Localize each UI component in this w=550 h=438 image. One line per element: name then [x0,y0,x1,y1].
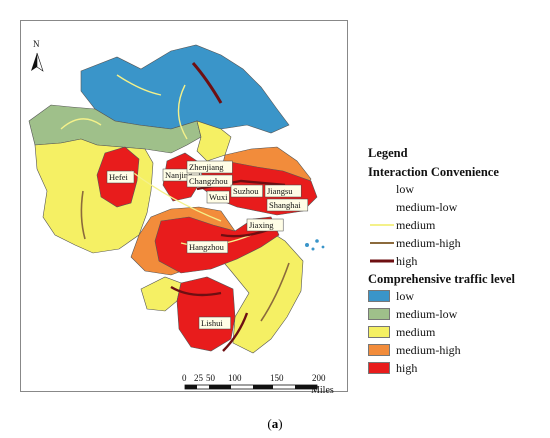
legend-color-swatch [368,290,390,302]
city-label-jiangsu: Jiangsu [264,184,302,198]
svg-text:Jiaxing: Jiaxing [249,220,274,230]
legend: Legend Interaction Convenience low medium… [368,146,548,377]
city-label-lishui: Lishui [198,316,231,330]
legend-color-swatch [368,344,390,356]
legend-item-medium: medium [368,323,548,341]
figure-caption: (a) [267,416,283,431]
legend-item-medium: medium [368,216,548,234]
legend-line-swatch [368,198,396,216]
scale-bar [184,384,318,390]
legend-item-medium-high: medium-high [368,341,548,359]
traffic-legend: low medium-low medium medium-high high [368,287,548,377]
legend-item-high: high [368,359,548,377]
legend-item-high: high [368,252,548,270]
legend-item-low: low [368,287,548,305]
caption-letter: a [271,416,279,431]
scale-ticks: 0 25 50 100 150 200 [182,373,326,383]
region-medium-south [218,226,304,354]
line-high-south-2 [222,312,249,352]
line-high-south-1 [170,285,222,297]
interaction-legend: low medium-low medium medium-high high [368,180,548,270]
north-label: N [33,39,40,49]
line-medium-north-2 [177,84,188,140]
legend-item-low: low [368,180,548,198]
interaction-title: Interaction Convenience [368,165,499,179]
svg-text:Nanjing: Nanjing [165,170,193,180]
line-medium-high-west [80,190,86,240]
city-label-shanghai: Shanghai [266,198,309,212]
legend-line-swatch [368,234,396,252]
scale-tick-label: 100 [228,373,242,383]
legend-line-swatch [368,216,396,234]
city-label-wuxi: Wuxi [206,190,230,204]
region-medium-southwest [140,276,182,312]
region-lishui [176,276,236,352]
scale-tick-label: 25 [194,373,204,383]
legend-color-swatch [368,362,390,374]
traffic-title: Comprehensive traffic level [368,272,515,286]
north-arrow-icon [31,52,44,72]
line-medium-high-east [260,262,290,322]
line-medium-north-1 [116,74,162,96]
svg-text:Shanghai: Shanghai [269,200,301,210]
scale-tick-label: 50 [206,373,216,383]
legend-item-medium-low: medium-low [368,198,548,216]
city-label-hangzhou: Hangzhou [186,240,229,254]
scale-unit: Miles [311,385,334,393]
city-label-jiaxing: Jiaxing [246,218,284,232]
legend-title: Legend [368,146,408,160]
svg-text:Jiangsu: Jiangsu [267,186,293,196]
region-medium-center [196,120,232,162]
legend-line-swatch [368,180,396,198]
line-high-north [191,62,223,104]
legend-item-medium-low: medium-low [368,305,548,323]
svg-text:Hangzhou: Hangzhou [189,242,225,252]
svg-text:Zhenjiang: Zhenjiang [189,162,224,172]
map-frame: N Hefei Nanjing Zhenjiang Changzhou Wuxi Suzh… [20,20,348,396]
city-label-zhenjiang: Zhenjiang [186,160,233,174]
city-label-changzhou: Changzhou [186,174,233,188]
line-medium-center [130,170,222,222]
svg-text:Hefei: Hefei [109,172,129,182]
svg-text:Lishui: Lishui [201,318,223,328]
city-label-suzhou: Suzhou [230,184,263,198]
svg-text:Wuxi: Wuxi [209,192,228,202]
scale-tick-label: 150 [270,373,284,383]
scale-tick-label: 200 [312,373,326,383]
line-medium-west [60,118,102,130]
svg-text:Changzhou: Changzhou [189,176,228,186]
legend-color-swatch [368,308,390,320]
city-label-hefei: Hefei [106,170,135,184]
svg-text:Suzhou: Suzhou [233,186,259,196]
legend-item-medium-high: medium-high [368,234,548,252]
legend-line-swatch [368,252,396,270]
legend-color-swatch [368,326,390,338]
scale-tick-label: 0 [182,373,187,383]
